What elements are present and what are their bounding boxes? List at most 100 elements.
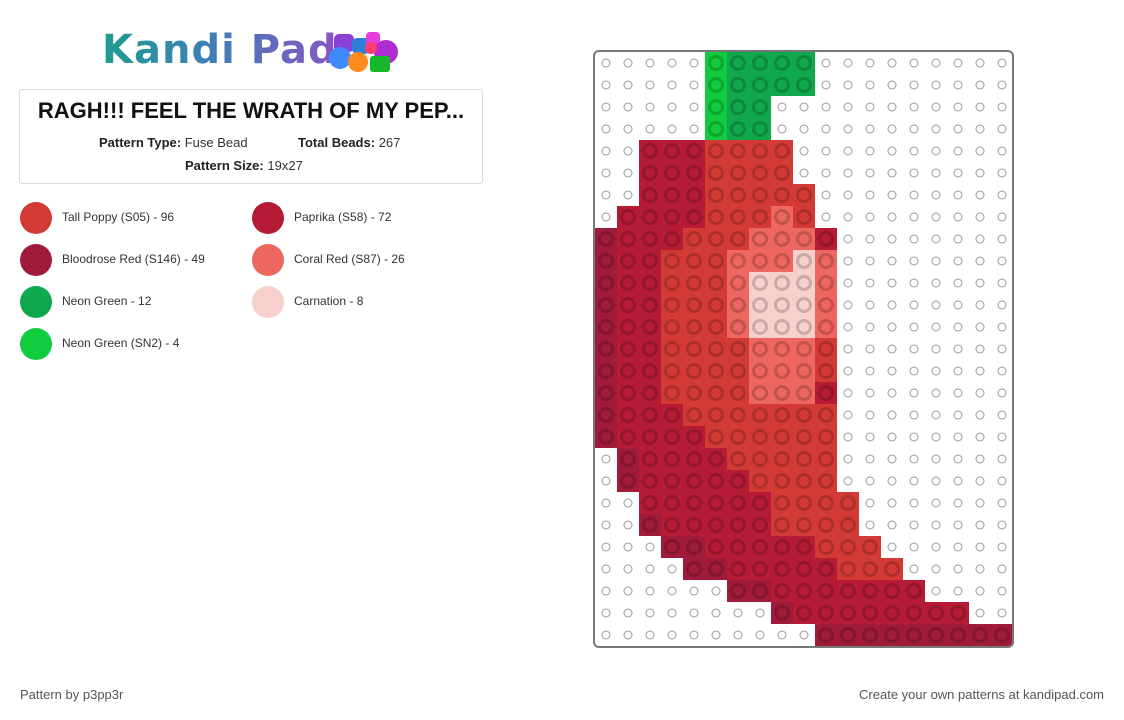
empty-peg (975, 300, 985, 310)
bead-hole (730, 297, 746, 313)
bead-hole (730, 121, 746, 137)
bead-hole (620, 429, 636, 445)
empty-peg (843, 476, 853, 486)
bead (749, 448, 771, 470)
bead (771, 492, 793, 514)
empty-peg (865, 146, 875, 156)
bead (727, 118, 749, 140)
bead (771, 338, 793, 360)
bead (903, 624, 925, 646)
bead-hole (862, 627, 878, 643)
empty-peg (975, 388, 985, 398)
empty-peg (623, 564, 633, 574)
empty-peg (667, 630, 677, 640)
bead (639, 250, 661, 272)
bead (815, 294, 837, 316)
bead (727, 184, 749, 206)
empty-peg (931, 146, 941, 156)
bead (815, 602, 837, 624)
bead (705, 448, 727, 470)
bead (705, 514, 727, 536)
bead-hole (752, 407, 768, 423)
bead-hole (686, 385, 702, 401)
bead (639, 140, 661, 162)
create-patterns-link[interactable]: Create your own patterns at kandipad.com (859, 687, 1104, 702)
bead (727, 382, 749, 404)
pattern-type-value: Fuse Bead (184, 135, 248, 150)
bead (683, 448, 705, 470)
empty-peg (909, 212, 919, 222)
empty-peg (953, 234, 963, 244)
bead (727, 272, 749, 294)
bead-hole (752, 275, 768, 291)
empty-peg (865, 190, 875, 200)
bead-hole (972, 627, 988, 643)
empty-peg (953, 520, 963, 530)
empty-peg (645, 542, 655, 552)
empty-peg (931, 256, 941, 266)
empty-peg (997, 366, 1007, 376)
bead (727, 338, 749, 360)
empty-peg (887, 300, 897, 310)
empty-peg (821, 102, 831, 112)
bead (859, 624, 881, 646)
bead (683, 228, 705, 250)
bead (793, 250, 815, 272)
empty-peg (623, 498, 633, 508)
bead-hole (730, 275, 746, 291)
empty-peg (997, 498, 1007, 508)
empty-peg (689, 586, 699, 596)
empty-peg (909, 58, 919, 68)
empty-peg (953, 410, 963, 420)
bead (595, 426, 617, 448)
empty-peg (623, 102, 633, 112)
empty-peg (623, 190, 633, 200)
empty-peg (843, 432, 853, 442)
bead (639, 206, 661, 228)
empty-peg (887, 190, 897, 200)
empty-peg (887, 212, 897, 222)
bead (639, 272, 661, 294)
empty-peg (601, 476, 611, 486)
bead-hole (664, 165, 680, 181)
bead (639, 448, 661, 470)
bead (639, 470, 661, 492)
bead (749, 52, 771, 74)
empty-peg (931, 190, 941, 200)
empty-peg (975, 322, 985, 332)
empty-peg (931, 454, 941, 464)
bead-hole (642, 363, 658, 379)
bead-hole (708, 297, 724, 313)
bead (705, 184, 727, 206)
empty-peg (953, 80, 963, 90)
empty-peg (953, 454, 963, 464)
empty-peg (843, 410, 853, 420)
bead-hole (642, 165, 658, 181)
empty-peg (601, 58, 611, 68)
empty-peg (711, 586, 721, 596)
bead-hole (620, 341, 636, 357)
bead-hole (708, 385, 724, 401)
empty-peg (975, 168, 985, 178)
kandi-pad-logo[interactable]: Kandi Pad (102, 26, 402, 76)
empty-peg (865, 124, 875, 134)
empty-peg (667, 564, 677, 574)
bead (705, 228, 727, 250)
bead-hole (796, 187, 812, 203)
bead-hole (598, 341, 614, 357)
bead (727, 426, 749, 448)
bead (815, 228, 837, 250)
bead-hole (642, 297, 658, 313)
bead (705, 118, 727, 140)
bead-hole (818, 561, 834, 577)
bead (793, 228, 815, 250)
bead (815, 580, 837, 602)
bead-hole (686, 363, 702, 379)
bead-hole (620, 209, 636, 225)
bead (683, 470, 705, 492)
bead-hole (774, 165, 790, 181)
empty-peg (975, 520, 985, 530)
empty-peg (953, 542, 963, 552)
empty-peg (887, 58, 897, 68)
empty-peg (887, 146, 897, 156)
